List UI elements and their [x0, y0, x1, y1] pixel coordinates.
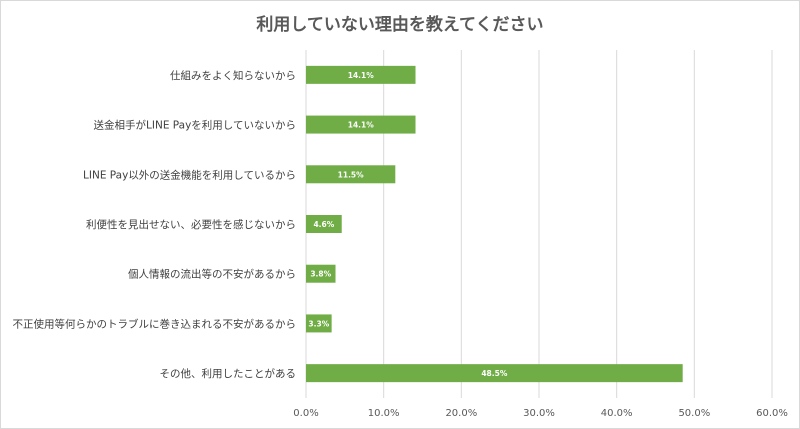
x-tick-label: 0.0% — [293, 408, 318, 419]
category-label: 利便性を見出せない、必要性を感じないから — [86, 218, 296, 231]
category-label: LINE Pay以外の送金機能を利用しているから — [83, 168, 296, 181]
category-label: 仕組みをよく知らないから — [170, 69, 296, 82]
x-tick-label: 40.0% — [601, 408, 633, 419]
bar — [306, 165, 396, 184]
category-label: 個人情報の流出等の不安があるから — [128, 268, 296, 281]
category-label: 不正使用等何らかのトラブルに巻き込まれる不安があるから — [13, 317, 297, 330]
data-label: 3.3% — [308, 319, 329, 328]
category-label: その他、利用したことがある — [160, 367, 297, 380]
x-tick-label: 30.0% — [523, 408, 555, 419]
data-label: 48.5% — [481, 369, 508, 378]
data-label: 3.8% — [310, 270, 331, 279]
data-label: 4.6% — [313, 220, 334, 229]
data-label: 14.1% — [348, 71, 375, 80]
bar — [306, 314, 332, 333]
category-label: 送金相手がLINE Payを利用していないから — [94, 119, 296, 132]
x-tick-label: 10.0% — [368, 408, 400, 419]
data-label: 14.1% — [348, 121, 375, 130]
x-tick-label: 60.0% — [756, 408, 788, 419]
data-label: 11.5% — [338, 170, 365, 179]
bar — [306, 215, 342, 233]
bar — [306, 115, 416, 134]
bar — [306, 65, 416, 84]
bar — [306, 364, 683, 383]
bar — [306, 264, 336, 283]
chart-title: 利用していない理由を教えてください — [256, 15, 544, 35]
x-tick-label: 20.0% — [445, 408, 477, 419]
x-tick-label: 50.0% — [678, 408, 710, 419]
